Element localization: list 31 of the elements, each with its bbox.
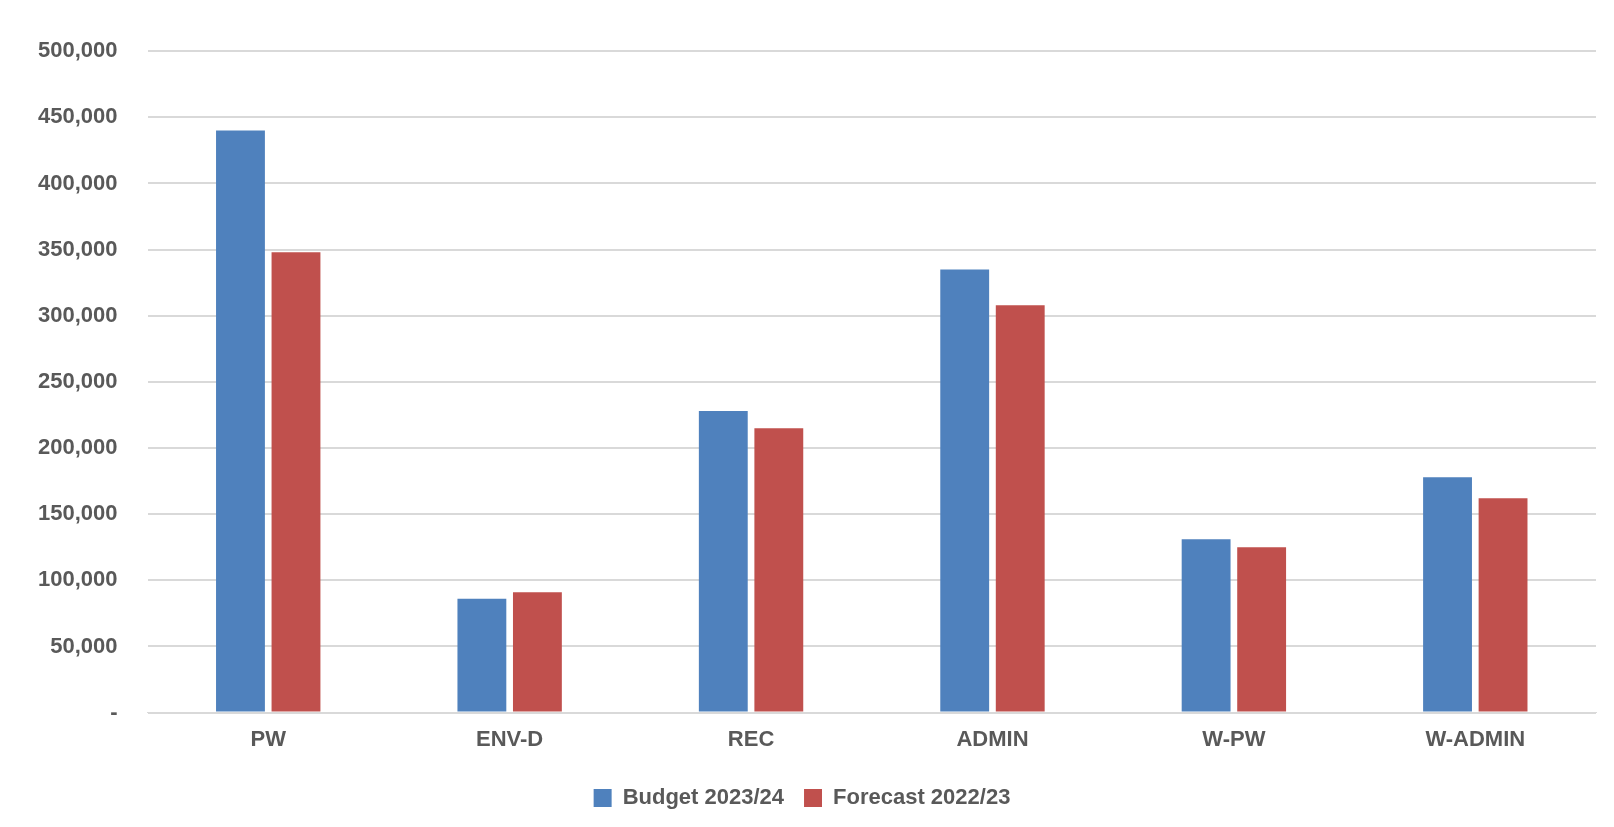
y-tick-label: 400,000 [37, 169, 118, 195]
bar [1423, 477, 1472, 712]
y-tick-label: 350,000 [37, 235, 118, 261]
y-tick-label: 150,000 [37, 500, 118, 526]
x-tick-label: W-ADMIN [1425, 725, 1526, 751]
bar [995, 305, 1045, 712]
y-tick-label: 100,000 [37, 566, 118, 592]
x-tick-label: PW [250, 725, 287, 751]
x-tick-label: ENV-D [476, 725, 544, 751]
y-tick-label: 500,000 [37, 37, 118, 63]
bar [216, 130, 265, 712]
y-tick-label: 250,000 [37, 367, 118, 393]
bar [1478, 498, 1528, 712]
legend-label: Budget 2023/24 [622, 784, 785, 810]
bar [457, 598, 507, 712]
bar [271, 252, 321, 712]
x-tick-label: W-PW [1202, 725, 1266, 751]
bar [1237, 547, 1287, 712]
y-tick-label: 200,000 [37, 434, 118, 460]
bar [698, 411, 748, 712]
bar [754, 428, 804, 712]
x-tick-label: REC [727, 725, 775, 751]
bar [512, 592, 562, 712]
x-tick-label: ADMIN [956, 725, 1029, 751]
legend-label: Forecast 2022/23 [833, 784, 1011, 810]
y-tick-label: 450,000 [37, 103, 118, 129]
y-tick-label: 300,000 [37, 301, 118, 327]
bar [1181, 539, 1231, 712]
y-tick-label: 50,000 [50, 632, 118, 658]
bar [940, 269, 990, 712]
y-tick-label: - [110, 698, 118, 724]
